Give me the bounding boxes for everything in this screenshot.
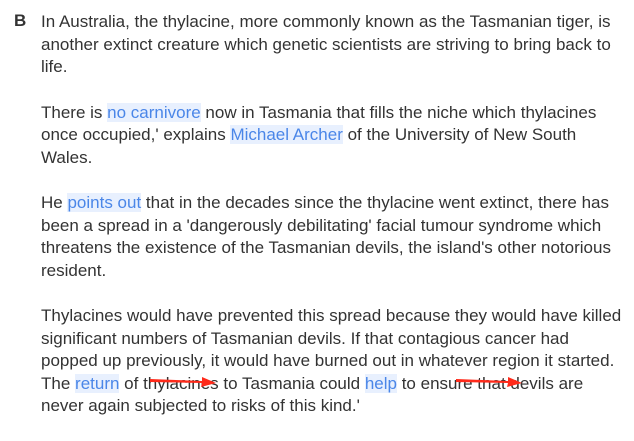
paragraph-2-text-start: There is — [41, 102, 108, 122]
paragraph-1: In Australia, the thylacine, more common… — [41, 11, 626, 79]
paragraph-4-text-start: Thylacines would have prevented this spr… — [41, 306, 622, 393]
highlight-points-out[interactable]: points out — [67, 193, 142, 212]
paragraph-3: He points out that in the decades since … — [41, 192, 626, 282]
paragraph-2-text-middle: now in Tasmania that fills the niche whi… — [41, 102, 597, 145]
paragraph-1-text: In Australia, the thylacine, more common… — [41, 12, 611, 76]
highlight-michael-archer[interactable]: Michael Archer — [230, 125, 343, 144]
highlight-return[interactable]: return — [75, 373, 120, 393]
highlight-no-carnivore[interactable]: no carnivore — [107, 102, 201, 122]
paragraph-4-text-middle: of thylacines to Tasmania could — [119, 373, 365, 393]
paragraph-3-text-start: He — [41, 193, 68, 212]
paragraph-4: Thylacines would have prevented this spr… — [41, 305, 626, 418]
highlight-help[interactable]: help — [364, 373, 397, 393]
passage-body: In Australia, the thylacine, more common… — [41, 11, 626, 441]
paragraph-2: There is no carnivore now in Tasmania th… — [41, 102, 626, 170]
paragraph-2-text-end: of the University of New South Wales. — [41, 125, 577, 167]
paragraph-3-text-end: that in the decades since the thylacine … — [41, 193, 611, 280]
section-label: B — [14, 11, 27, 30]
